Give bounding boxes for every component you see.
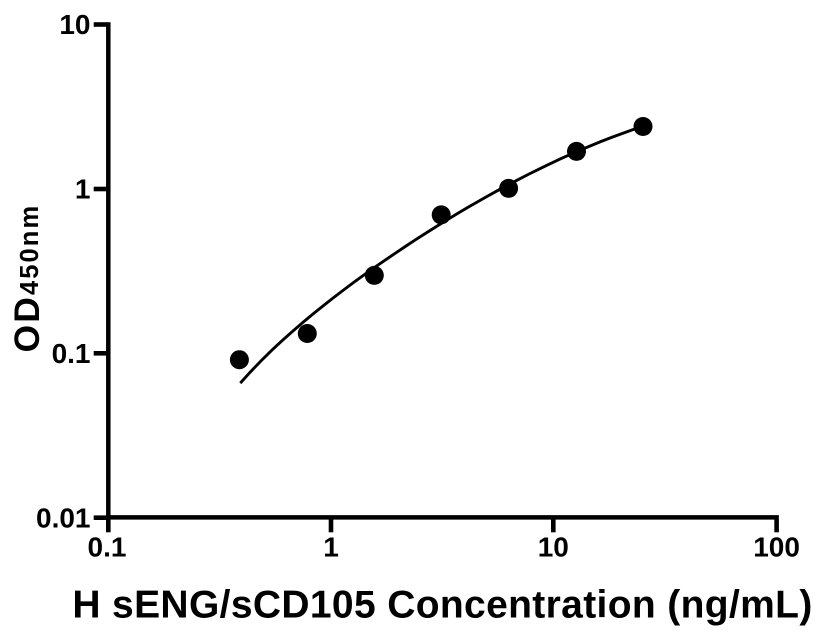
svg-text:1: 1 bbox=[75, 174, 91, 205]
svg-text:0.1: 0.1 bbox=[52, 338, 91, 369]
svg-text:10: 10 bbox=[538, 532, 569, 563]
svg-text:0.1: 0.1 bbox=[88, 532, 127, 563]
svg-text:10: 10 bbox=[59, 9, 90, 40]
svg-text:OD450nm: OD450nm bbox=[7, 204, 47, 353]
svg-text:H sENG/sCD105 Concentration (n: H sENG/sCD105 Concentration (ng/mL) bbox=[72, 584, 812, 627]
svg-text:100: 100 bbox=[753, 532, 800, 563]
svg-text:1: 1 bbox=[323, 532, 339, 563]
svg-text:0.01: 0.01 bbox=[36, 502, 91, 533]
